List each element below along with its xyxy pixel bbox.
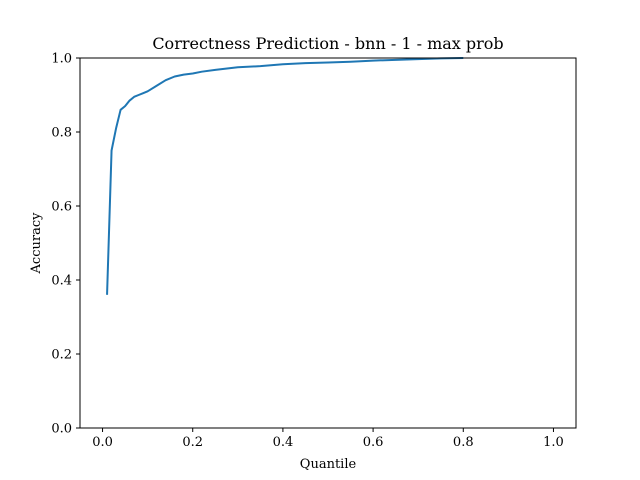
x-tick-label: 0.6 bbox=[363, 435, 384, 450]
y-tick-label: 0.0 bbox=[51, 422, 72, 437]
y-tick-label: 0.6 bbox=[51, 200, 72, 215]
accuracy-series-line bbox=[106, 57, 464, 295]
x-tick-label: 0.4 bbox=[273, 435, 294, 450]
plot-frame bbox=[79, 57, 577, 429]
y-tick-label: 1.0 bbox=[51, 52, 72, 67]
y-tick-label: 0.8 bbox=[51, 126, 72, 141]
axis-ticks: 0.0 0.2 0.4 0.6 0.8 1.0 0.0 0.2 0.4 0.6 0.8 1.0 bbox=[51, 52, 563, 451]
plot-area bbox=[106, 57, 464, 295]
x-tick-label: 0.2 bbox=[182, 435, 203, 450]
y-tick-label: 0.2 bbox=[51, 348, 72, 363]
x-tick-label: 0.8 bbox=[453, 435, 474, 450]
x-tick-label: 1.0 bbox=[543, 435, 564, 450]
chart-title: Correctness Prediction - bnn - 1 - max p… bbox=[152, 34, 503, 53]
y-axis-label: Accuracy bbox=[29, 212, 44, 275]
x-tick-label: 0.0 bbox=[92, 435, 113, 450]
y-tick-label: 0.4 bbox=[51, 274, 72, 289]
x-axis-label: Quantile bbox=[300, 457, 357, 472]
